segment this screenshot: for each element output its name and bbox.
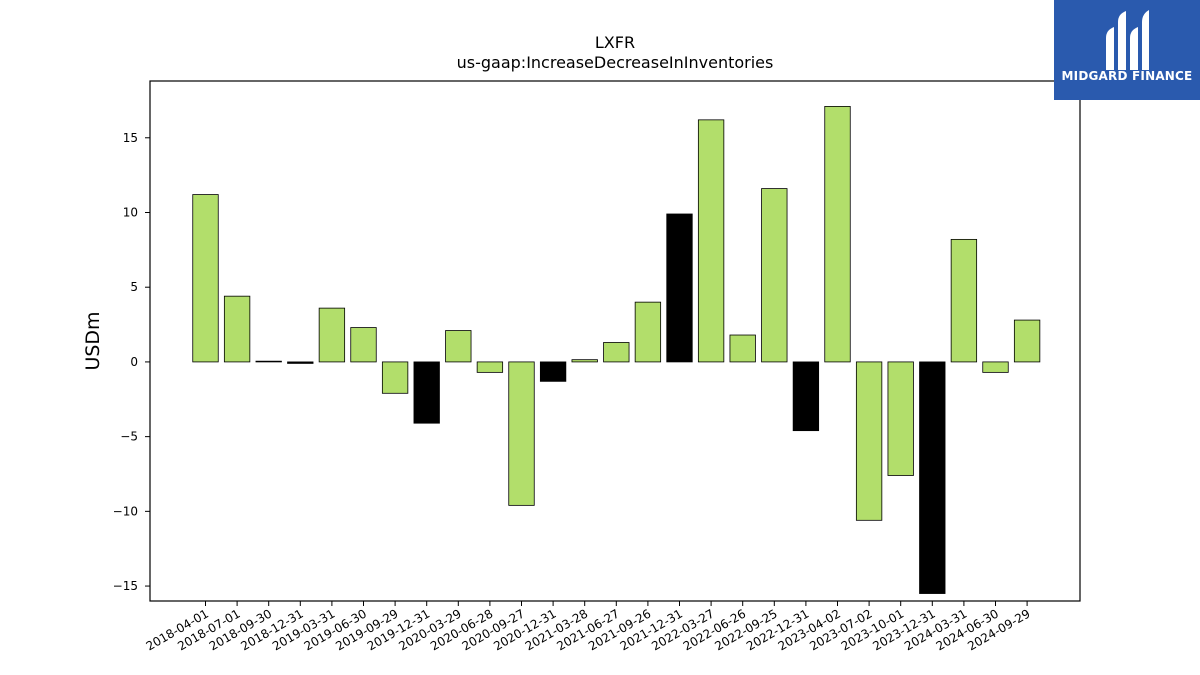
chart-title: LXFR <box>595 33 635 52</box>
y-tick-label: 10 <box>123 205 138 219</box>
chart-subtitle: us-gaap:IncreaseDecreaseInInventories <box>457 53 774 72</box>
bar-2024-03-31 <box>950 238 978 363</box>
bar-2023-04-02 <box>824 106 851 363</box>
bar-2018-04-01 <box>192 194 219 363</box>
bar-2022-03-27 <box>697 119 725 363</box>
x-axis: 2018-04-012018-07-012018-09-302018-12-31… <box>144 601 1033 653</box>
bar-2023-10-01 <box>887 361 914 476</box>
bar-2020-03-29 <box>445 330 472 363</box>
bar-2019-03-31 <box>318 307 346 363</box>
logo-text: MIDGARD FINANCE <box>1061 69 1193 83</box>
y-tick-label: 0 <box>130 355 138 369</box>
bar-2021-12-31 <box>666 213 693 363</box>
plot-frame <box>149 80 1081 602</box>
logo-mark-icon <box>1106 10 1149 70</box>
bar-2019-12-31 <box>413 361 440 424</box>
bar-2018-07-01 <box>223 295 251 363</box>
bar-2019-06-30 <box>350 327 377 363</box>
y-tick-label: −10 <box>113 504 138 518</box>
bar-2021-03-28 <box>571 359 598 363</box>
bar-2024-06-30 <box>982 361 1009 373</box>
bar-2019-09-29 <box>381 361 409 394</box>
bar-2024-09-29 <box>1013 319 1041 363</box>
bar-2023-07-02 <box>855 361 883 521</box>
logo: MIDGARD FINANCE <box>1054 0 1200 100</box>
bar-2021-09-26 <box>634 301 662 363</box>
bars-group <box>192 106 1041 594</box>
bar-2020-09-27 <box>508 361 535 506</box>
bar-2023-12-31 <box>919 361 946 594</box>
y-tick-label: 15 <box>123 131 138 145</box>
y-tick-label: −5 <box>120 430 138 444</box>
bar-2021-06-27 <box>603 342 630 363</box>
y-tick-label: −15 <box>113 579 138 593</box>
y-tick-label: 5 <box>130 280 138 294</box>
bar-2018-09-30 <box>255 360 282 363</box>
bar-2022-12-31 <box>792 361 820 432</box>
y-axis-label: USDm <box>82 311 104 370</box>
bar-2020-06-28 <box>476 361 504 373</box>
bar-2018-12-31 <box>287 361 314 364</box>
bar-2022-09-25 <box>761 188 788 363</box>
bar-2022-06-26 <box>729 334 756 363</box>
bar-2020-12-31 <box>539 361 567 382</box>
y-axis: −15 −10 −5 0 5 10 15 <box>113 131 150 593</box>
